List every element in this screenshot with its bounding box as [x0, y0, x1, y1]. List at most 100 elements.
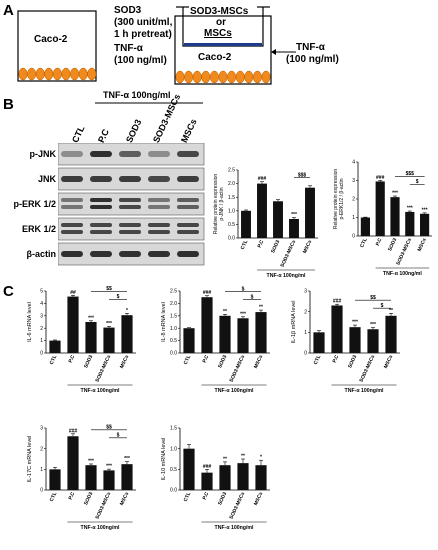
significance-marker: *** — [422, 207, 428, 213]
x-tick-label: SOD3 — [387, 237, 398, 252]
significance-marker: ** — [389, 308, 393, 314]
blot-band — [148, 151, 170, 157]
blot-band — [90, 230, 112, 234]
blot-strip — [58, 192, 205, 216]
blot-band — [61, 205, 83, 209]
cell-shape — [244, 70, 254, 84]
y-tick-label: 3 — [40, 313, 43, 319]
bar — [85, 322, 97, 353]
panel-letter-b: B — [3, 96, 14, 113]
bar — [390, 197, 400, 236]
x-tick-label: SOD3 — [270, 239, 281, 254]
x-tick-label: P.C — [257, 239, 266, 249]
blot-lane-label: CTL — [70, 124, 87, 145]
bar — [219, 465, 231, 490]
x-tick-label: SOD3 — [217, 354, 228, 369]
group-label: TNF-α 100ng/ml — [345, 388, 384, 394]
x-tick-label: CTL — [183, 491, 193, 502]
y-tick-label: 0.5 — [170, 338, 177, 344]
bar — [237, 318, 249, 353]
y-axis-label: p-JNK / β-actin — [219, 187, 225, 220]
significance-marker: * — [126, 308, 128, 314]
chart-il17c: 0 1 2 3 IL-17C mRNA level CTL ### P.C *** SOD3 ***… — [27, 425, 136, 531]
schematic1-sod3-pretreat: 1 h pretreat) — [114, 29, 172, 40]
y-tick-label: 0.0 — [228, 236, 235, 242]
blot-band — [177, 198, 199, 202]
y-axis-label: IL-17C mRNA level — [27, 436, 33, 483]
group-label: TNF-α 100ng/ml — [215, 388, 254, 394]
y-tick-label: 0.0 — [170, 351, 177, 357]
panel-letter-a: A — [3, 2, 14, 19]
x-tick-label: CTL — [240, 239, 250, 250]
cell-shape — [78, 67, 88, 81]
bar — [201, 297, 213, 353]
x-tick-label: MSCs — [302, 239, 313, 254]
y-axis-label: IL-10 mRNA level — [161, 438, 167, 481]
x-tick-label: SOD3 — [83, 491, 94, 506]
schematic2-tnf: TNF-α — [296, 42, 325, 53]
bracket-label: $ — [416, 179, 419, 185]
bar — [305, 187, 315, 238]
bar — [85, 465, 97, 490]
bar — [241, 210, 251, 238]
blot-band — [119, 223, 141, 227]
bar — [121, 464, 133, 490]
x-tick-label: CTL — [49, 491, 59, 502]
y-tick-label: 2.0 — [228, 181, 235, 187]
cell-shape — [252, 70, 262, 84]
blot-band — [177, 176, 199, 182]
significance-marker: ## — [70, 290, 76, 296]
x-tick-label: SOD3-MSCs — [229, 354, 247, 383]
bracket-label: $$$ — [298, 172, 307, 178]
y-tick-label: 1 — [40, 467, 43, 473]
y-tick-label: 1 — [352, 215, 355, 221]
x-tick-label: P.C — [332, 354, 341, 364]
schematic2-insert-mscs: MSCs — [204, 28, 232, 39]
x-tick-label: CTL — [49, 354, 59, 365]
y-tick-label: 3 — [304, 289, 307, 295]
schematic2-insert-sod3-mscs: SOD3-MSCs — [190, 6, 249, 17]
chart-il10: 0.0 0.5 1.0 1.5IL-10 mRNA level CTL ### P.C ** S… — [161, 426, 270, 531]
cell-shape — [87, 67, 97, 81]
bar — [313, 332, 325, 353]
y-tick-label: 4 — [352, 160, 355, 166]
bar — [49, 469, 61, 490]
y-tick-label: 2 — [40, 446, 43, 452]
bar — [367, 329, 379, 353]
x-tick-label: MSCs — [119, 354, 130, 369]
blot-tnf-header: TNF-α 100ng/ml — [103, 90, 171, 100]
bar — [237, 463, 249, 490]
blot-band — [61, 198, 83, 202]
significance-marker: ### — [69, 428, 78, 434]
x-tick-label: CTL — [183, 354, 193, 365]
blot-band — [177, 223, 199, 227]
bar — [405, 211, 415, 236]
blot-strip — [58, 217, 205, 241]
blot-band — [119, 230, 141, 234]
cell-shape — [235, 70, 245, 84]
significance-marker: ### — [203, 464, 212, 470]
significance-marker: ### — [376, 175, 385, 181]
chart-pjnk: 0.0 0.5 1.0 1.5 2.0 2.5 Relative protein expre… — [213, 168, 318, 279]
cell-shape — [27, 67, 37, 81]
x-tick-label: MSCs — [253, 491, 264, 506]
significance-marker: *** — [392, 191, 398, 197]
x-tick-label: MSCs — [253, 354, 264, 369]
schematic2-insert-or: or — [216, 17, 226, 28]
blot-lane-label: MSCs — [179, 117, 199, 145]
bracket-label: $$ — [370, 295, 376, 301]
blot-band — [148, 223, 170, 227]
blot-band — [61, 251, 83, 257]
bar — [255, 312, 267, 353]
y-tick-label: 1.0 — [170, 326, 177, 332]
bar — [257, 183, 267, 238]
y-axis-label: IL-6 mRNA level — [27, 302, 33, 342]
bracket-label: $ — [381, 303, 384, 309]
significance-marker: ### — [258, 176, 267, 182]
x-tick-label: P.C — [202, 491, 211, 501]
significance-marker: ** — [223, 309, 227, 315]
x-tick-label: MSCs — [417, 237, 428, 252]
significance-marker: ** — [241, 454, 245, 460]
bar — [375, 181, 385, 236]
y-axis-label: Relative protein expression — [213, 174, 219, 235]
